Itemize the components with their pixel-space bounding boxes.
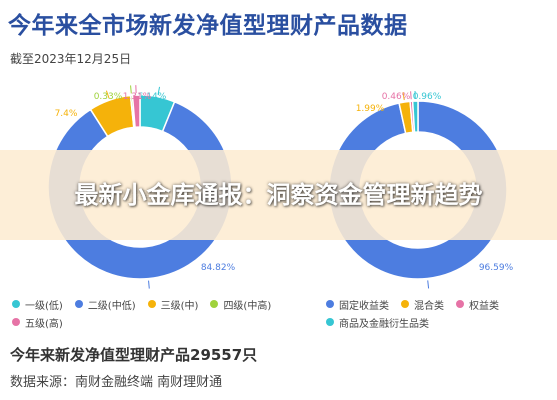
- legend-swatch-icon: [74, 300, 83, 308]
- legend-swatch-icon: [12, 300, 20, 308]
- article-banner: 最新小金库通报：洞察资金管理新趋势: [0, 150, 557, 240]
- legend-swatch-icon: [401, 300, 409, 308]
- legend-label: 四级(中高): [223, 300, 272, 312]
- legend-label: 权益类: [469, 300, 499, 312]
- slice-value-label: 6.14%: [138, 92, 167, 102]
- legend-label: 一级(低): [25, 300, 63, 312]
- legend-swatch-icon: [147, 300, 156, 308]
- date-subtitle: 截至2023年12月25日: [10, 52, 132, 66]
- legend-item: 一级(低): [12, 297, 63, 312]
- legend-label: 商品及金融衍生品类: [339, 318, 429, 330]
- slice-value-label: 0.46%: [382, 92, 411, 102]
- legend-label: 混合类: [414, 300, 444, 312]
- legend-item: 五级(高): [12, 315, 63, 330]
- slice-leader-line: [410, 91, 412, 100]
- slice-value-label: 1.99%: [356, 104, 385, 114]
- slice-leader-line: [427, 280, 430, 289]
- legend-item: 三级(中): [147, 297, 199, 312]
- slice-value-label: 0.96%: [413, 92, 442, 102]
- data-source: 数据来源：南财金融终端 南财理财通: [10, 375, 223, 390]
- legend-swatch-icon: [456, 300, 464, 308]
- legend-item: 权益类: [456, 297, 499, 312]
- slice-value-label: 1.31%: [123, 92, 152, 102]
- slice-leader-line: [148, 280, 150, 289]
- legend-label: 三级(中): [160, 300, 199, 312]
- chart-title: 今年来全市场新发净值型理财产品数据: [8, 13, 408, 39]
- legend-label: 固定收益类: [339, 300, 389, 312]
- slice-leader-line: [402, 92, 405, 101]
- slice-value-label: 96.59%: [479, 263, 514, 273]
- total-count-title: 今年来新发净值型理财产品29557只: [10, 346, 258, 364]
- legend-swatch-icon: [12, 318, 20, 326]
- risk-level-legend: 一级(低) 二级(中低) 三级(中) 四级(中高) 五级(高): [12, 295, 283, 331]
- slice-value-label: 7.4%: [55, 109, 78, 119]
- legend-item: 二级(中低): [74, 297, 136, 312]
- legend-swatch-icon: [326, 318, 334, 326]
- slice-value-label: 0.33%: [94, 92, 123, 102]
- legend-label: 二级(中低): [87, 300, 136, 312]
- legend-item: 固定收益类: [326, 297, 389, 312]
- slice-value-label: 84.82%: [201, 263, 236, 273]
- donut-slice: [131, 94, 141, 129]
- legend-swatch-icon: [326, 300, 334, 308]
- legend-swatch-icon: [210, 300, 219, 308]
- legend-item: 四级(中高): [210, 297, 271, 312]
- legend-item: 混合类: [401, 297, 444, 312]
- legend-label: 五级(高): [25, 318, 63, 330]
- legend-item: 商品及金融衍生品类: [326, 315, 429, 330]
- slice-leader-line: [105, 90, 110, 99]
- donut-slice: [411, 100, 419, 133]
- slice-leader-line: [157, 86, 161, 95]
- slice-leader-line: [130, 85, 132, 94]
- investment-type-legend: 固定收益类 混合类 权益类 商品及金融衍生品类: [326, 295, 511, 331]
- banner-headline[interactable]: 最新小金库通报：洞察资金管理新趋势: [74, 181, 483, 209]
